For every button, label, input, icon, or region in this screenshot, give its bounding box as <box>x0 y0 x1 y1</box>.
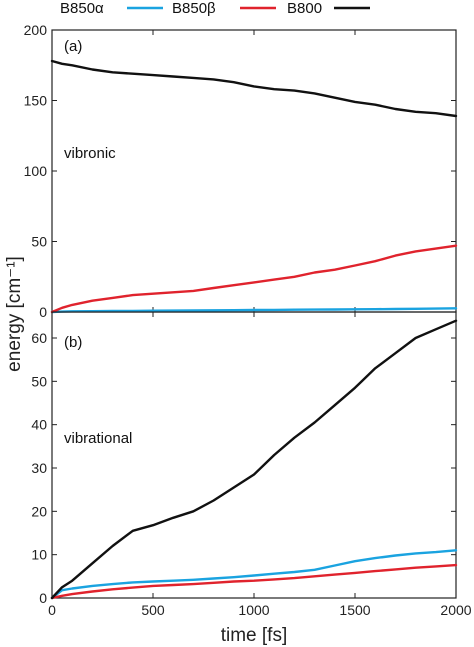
panel-a-annotation: vibronic <box>64 145 116 162</box>
legend-label-b850a: B850α <box>60 0 104 17</box>
y-axis-label: energy [cm⁻¹] <box>4 256 25 372</box>
panel-a-series-B800-2 <box>50 59 458 118</box>
xtick-label-0: 0 <box>48 602 56 618</box>
panel-a-ytick-label-50: 50 <box>31 234 47 250</box>
xtick-label-500: 500 <box>141 602 165 618</box>
xtick-label-1500: 1500 <box>339 602 370 618</box>
panel-b-ytick-label-20: 20 <box>31 503 47 519</box>
xtick-label-2000: 2000 <box>440 602 471 618</box>
panel-a-ytick-label-0: 0 <box>39 304 47 320</box>
panel-b-ytick-label-10: 10 <box>31 547 47 563</box>
panel-a-ytick-label-150: 150 <box>24 93 48 109</box>
panel-b-ytick-label-60: 60 <box>31 330 47 346</box>
panel-a-ytick-label-200: 200 <box>24 22 48 38</box>
panel-a-plot: 0 50 100 150 200 <box>24 22 458 320</box>
legend-label-b800: B800 <box>287 0 322 17</box>
panel-b-annotation: vibrational <box>64 430 132 447</box>
legend: B850α B850β B800 <box>60 0 370 17</box>
panel-b-ytick-label-0: 0 <box>39 590 47 606</box>
xtick-label-1000: 1000 <box>238 602 269 618</box>
panel-b-series-B850-0 <box>50 549 458 600</box>
legend-label-b850b: B850β <box>172 0 216 17</box>
panel-a-series-B850-0 <box>50 307 458 314</box>
panel-b-plot: 0 10 20 30 40 50 60 <box>31 312 458 606</box>
panel-a-ytick-label-100: 100 <box>24 163 48 179</box>
panel-b-label: (b) <box>64 334 82 351</box>
panel-b-series-B800-2 <box>50 319 458 600</box>
panel-b-series-B850-1 <box>50 563 458 600</box>
panel-b-ytick-label-30: 30 <box>31 460 47 476</box>
x-axis-label: time [fs] <box>221 625 288 646</box>
panel-a-series-B850-1 <box>50 244 458 314</box>
panel-b-ytick-label-40: 40 <box>31 417 47 433</box>
panel-b-ytick-label-50: 50 <box>31 373 47 389</box>
panel-a-label: (a) <box>64 38 82 55</box>
